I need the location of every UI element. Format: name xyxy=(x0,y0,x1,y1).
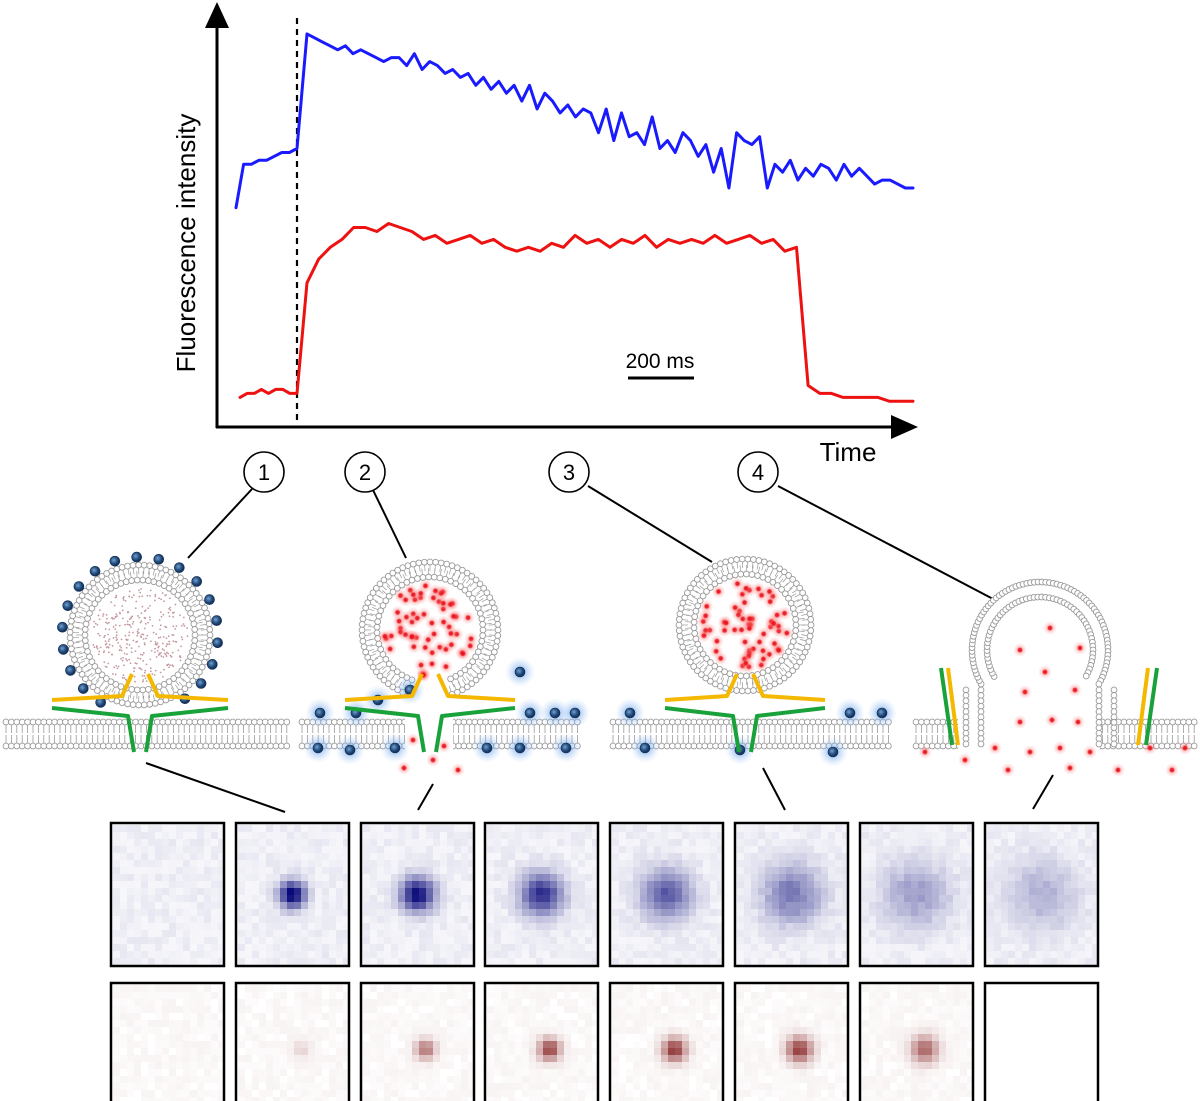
step-3-leader xyxy=(587,485,713,563)
stage-4-full-fusion xyxy=(912,578,1198,777)
blue-tile-3 xyxy=(359,821,476,968)
step-4-marker: 4 xyxy=(737,451,779,493)
fused-omega-membrane xyxy=(962,578,1118,748)
released-cargo xyxy=(918,621,1192,777)
snare-complex-3 xyxy=(664,673,826,753)
blue-channel-image-row xyxy=(109,821,1100,968)
y-axis-label: Fluorescence intensity xyxy=(171,114,201,373)
tile-leaders xyxy=(145,762,1054,813)
step-1-marker: 1 xyxy=(243,451,285,493)
step-4-leader xyxy=(777,485,996,601)
fusion-schematics xyxy=(2,551,1198,777)
red-channel-image-row xyxy=(109,981,1100,1101)
fluorescence-chart: Fluorescence intensity Time 200 ms xyxy=(171,2,918,467)
red-tile-7 xyxy=(858,981,975,1101)
red-tile-5 xyxy=(608,981,725,1101)
step-2-marker: 2 xyxy=(344,451,386,493)
series-line-red xyxy=(238,222,915,403)
blue-tile-4 xyxy=(483,821,600,968)
membrane-dye-molecules xyxy=(57,551,223,708)
membrane-dye-molecules xyxy=(303,657,590,765)
step-3-label: 3 xyxy=(563,460,575,485)
vesicle-membrane-3 xyxy=(675,555,815,695)
step-2-leader xyxy=(372,489,407,559)
y-axis-arrowhead xyxy=(205,2,229,28)
red-tile-2 xyxy=(234,981,351,1101)
stage-1-docked-vesicle xyxy=(2,551,291,753)
cargo-particles xyxy=(696,576,794,674)
vesicle-membrane-1 xyxy=(66,561,214,709)
x-axis-arrowhead xyxy=(891,415,918,439)
blue-tile-7 xyxy=(858,821,975,968)
step-4-label: 4 xyxy=(752,460,764,485)
red-tile-4 xyxy=(483,981,600,1101)
vesicle-cargo-speckles xyxy=(92,587,189,683)
blue-tile-6 xyxy=(733,821,850,968)
blue-tile-2 xyxy=(234,821,351,968)
red-tile-3 xyxy=(359,981,476,1101)
snare-complex-2 xyxy=(344,673,516,753)
series-layer xyxy=(234,32,915,403)
plasma-membrane-1 xyxy=(2,718,291,750)
step-markers: 1 2 3 4 xyxy=(187,451,996,601)
snare-complex-4 xyxy=(939,667,1159,746)
series-line-blue xyxy=(234,32,915,210)
blue-tile-5 xyxy=(608,821,725,968)
stage-2-fusion-pore xyxy=(298,558,590,777)
red-tile-8 xyxy=(983,981,1100,1101)
red-tile-6 xyxy=(733,981,850,1101)
scale-bar-label: 200 ms xyxy=(626,350,695,373)
x-axis-label: Time xyxy=(820,437,877,467)
blue-tile-1 xyxy=(109,821,226,968)
vesicle-membrane-2 xyxy=(358,558,502,698)
step-1-label: 1 xyxy=(258,460,270,485)
step-1-leader xyxy=(187,488,253,559)
snare-complex-1 xyxy=(51,673,229,753)
membrane-dye-molecules xyxy=(615,698,897,767)
step-3-marker: 3 xyxy=(548,451,590,493)
stage-3-pore-closing xyxy=(609,555,897,767)
red-tile-1 xyxy=(109,981,226,1101)
step-2-label: 2 xyxy=(359,460,371,485)
cargo-particles xyxy=(377,578,479,777)
blue-tile-8 xyxy=(983,821,1100,968)
